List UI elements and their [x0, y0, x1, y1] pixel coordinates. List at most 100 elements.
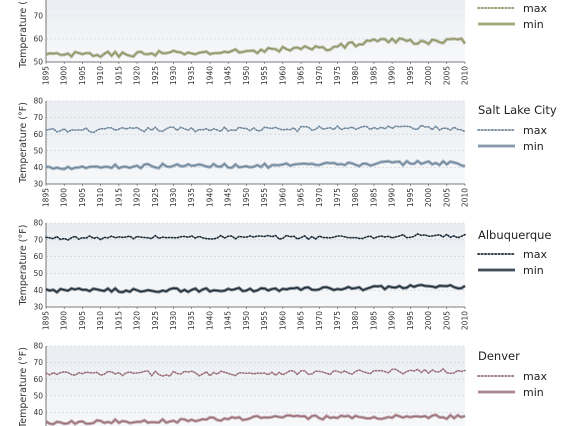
y-tick-label: 40 — [33, 408, 43, 417]
x-tick-label: 1900 — [60, 188, 69, 207]
series-line-min — [45, 160, 466, 170]
x-tick-label: 1970 — [315, 66, 324, 85]
y-tick-label: 80 — [33, 342, 43, 351]
y-tick-label: 50 — [33, 146, 43, 155]
x-tick-label: 1950 — [242, 188, 251, 207]
x-tick-label: 1955 — [260, 311, 269, 330]
x-tick-label: 1905 — [78, 66, 87, 85]
legend-label-max: max — [523, 2, 547, 15]
chart-panel: 5060708018951900190519101915192019251930… — [18, 0, 547, 85]
x-tick-label: 1935 — [187, 66, 196, 85]
x-tick-label: 1945 — [224, 311, 233, 330]
x-tick-label: 1910 — [96, 188, 105, 207]
y-tick-label: 50 — [33, 391, 43, 400]
x-tick-label: 2010 — [461, 311, 470, 330]
x-tick-label: 1965 — [297, 311, 306, 330]
y-tick-label: 60 — [33, 35, 43, 44]
chart-title: Albuquerque — [478, 228, 552, 242]
x-tick-label: 1915 — [114, 311, 123, 330]
x-tick-label: 1910 — [96, 66, 105, 85]
x-tick-label: 1945 — [224, 66, 233, 85]
y-tick-label: 30 — [33, 303, 43, 312]
y-tick-label: 40 — [33, 286, 43, 295]
x-tick-label: 1920 — [133, 188, 142, 207]
y-tick-label: 50 — [33, 269, 43, 278]
x-tick-label: 1975 — [333, 311, 342, 330]
x-tick-label: 1895 — [42, 66, 51, 85]
series-line-max — [45, 232, 466, 241]
x-tick-label: 1985 — [369, 311, 378, 330]
y-axis-label: Temperature (°F) — [18, 102, 29, 184]
plot-area — [46, 101, 465, 184]
x-tick-label: 1900 — [60, 66, 69, 85]
y-axis-label: Temperature (°F) — [18, 225, 29, 307]
y-tick-label: 80 — [33, 97, 43, 106]
x-tick-label: 2005 — [442, 311, 451, 330]
x-tick-label: 2005 — [442, 188, 451, 207]
legend-label-max: max — [523, 248, 547, 261]
x-tick-label: 1895 — [42, 188, 51, 207]
x-tick-label: 1920 — [133, 311, 142, 330]
x-tick-label: 1900 — [60, 311, 69, 330]
legend-label-min: min — [523, 18, 544, 31]
chart-panel: 30 40 50 60 70 80 1895 1900 1905 1910 1915 1920 1925… — [18, 97, 557, 207]
series-line-max — [45, 367, 466, 378]
x-tick-label: 1990 — [388, 66, 397, 85]
x-tick-label: 2005 — [442, 66, 451, 85]
plot-area — [46, 346, 465, 426]
x-tick-label: 1990 — [388, 188, 397, 207]
x-tick-label: 1930 — [169, 66, 178, 85]
x-tick-label: 2000 — [424, 188, 433, 207]
x-tick-label: 1960 — [278, 66, 287, 85]
x-tick-label: 2010 — [461, 188, 470, 207]
x-tick-label: 1980 — [351, 66, 360, 85]
x-tick-label: 1950 — [242, 311, 251, 330]
x-tick-label: 1905 — [78, 311, 87, 330]
x-tick-label: 1985 — [369, 188, 378, 207]
x-tick-label: 1895 — [42, 311, 51, 330]
x-tick-label: 1965 — [297, 188, 306, 207]
x-tick-label: 1960 — [278, 311, 287, 330]
series-line-min — [45, 414, 466, 425]
x-tick-label: 1920 — [133, 66, 142, 85]
x-tick-label: 1955 — [260, 66, 269, 85]
x-tick-label: 2010 — [461, 66, 470, 85]
y-tick-label: 30 — [33, 180, 43, 189]
x-tick-label: 1965 — [297, 66, 306, 85]
x-tick-label: 1985 — [369, 66, 378, 85]
series-line-max — [45, 124, 466, 134]
x-tick-label: 1995 — [406, 66, 415, 85]
x-tick-label: 1935 — [187, 188, 196, 207]
legend-label-max: max — [523, 370, 547, 383]
x-tick-label: 1930 — [169, 311, 178, 330]
y-tick-label: 60 — [33, 130, 43, 139]
x-tick-label: 1995 — [406, 311, 415, 330]
legend-label-min: min — [523, 386, 544, 399]
chart-title: Salt Lake City — [478, 103, 557, 117]
series-line-min — [45, 37, 466, 58]
x-tick-label: 1910 — [96, 311, 105, 330]
y-tick-label: 40 — [33, 163, 43, 172]
legend-label-min: min — [523, 140, 544, 153]
x-tick-label: 1975 — [333, 188, 342, 207]
x-tick-label: 1990 — [388, 311, 397, 330]
x-tick-label: 1925 — [151, 66, 160, 85]
x-tick-label: 2000 — [424, 66, 433, 85]
y-axis-label: Temperature (°F) — [18, 0, 29, 69]
x-tick-label: 1970 — [315, 311, 324, 330]
chart-title: Denver — [478, 349, 520, 363]
y-tick-label: 60 — [33, 252, 43, 261]
x-tick-label: 1940 — [205, 311, 214, 330]
x-tick-label: 1980 — [351, 311, 360, 330]
legend-label-min: min — [523, 264, 544, 277]
y-axis-label: Temperature (°F) — [18, 347, 29, 426]
x-tick-label: 1915 — [114, 66, 123, 85]
y-tick-label: 70 — [33, 358, 43, 367]
x-tick-label: 1950 — [242, 66, 251, 85]
x-tick-label: 1925 — [151, 311, 160, 330]
x-tick-label: 2000 — [424, 311, 433, 330]
x-tick-label: 1930 — [169, 188, 178, 207]
y-tick-label: 80 — [33, 219, 43, 228]
